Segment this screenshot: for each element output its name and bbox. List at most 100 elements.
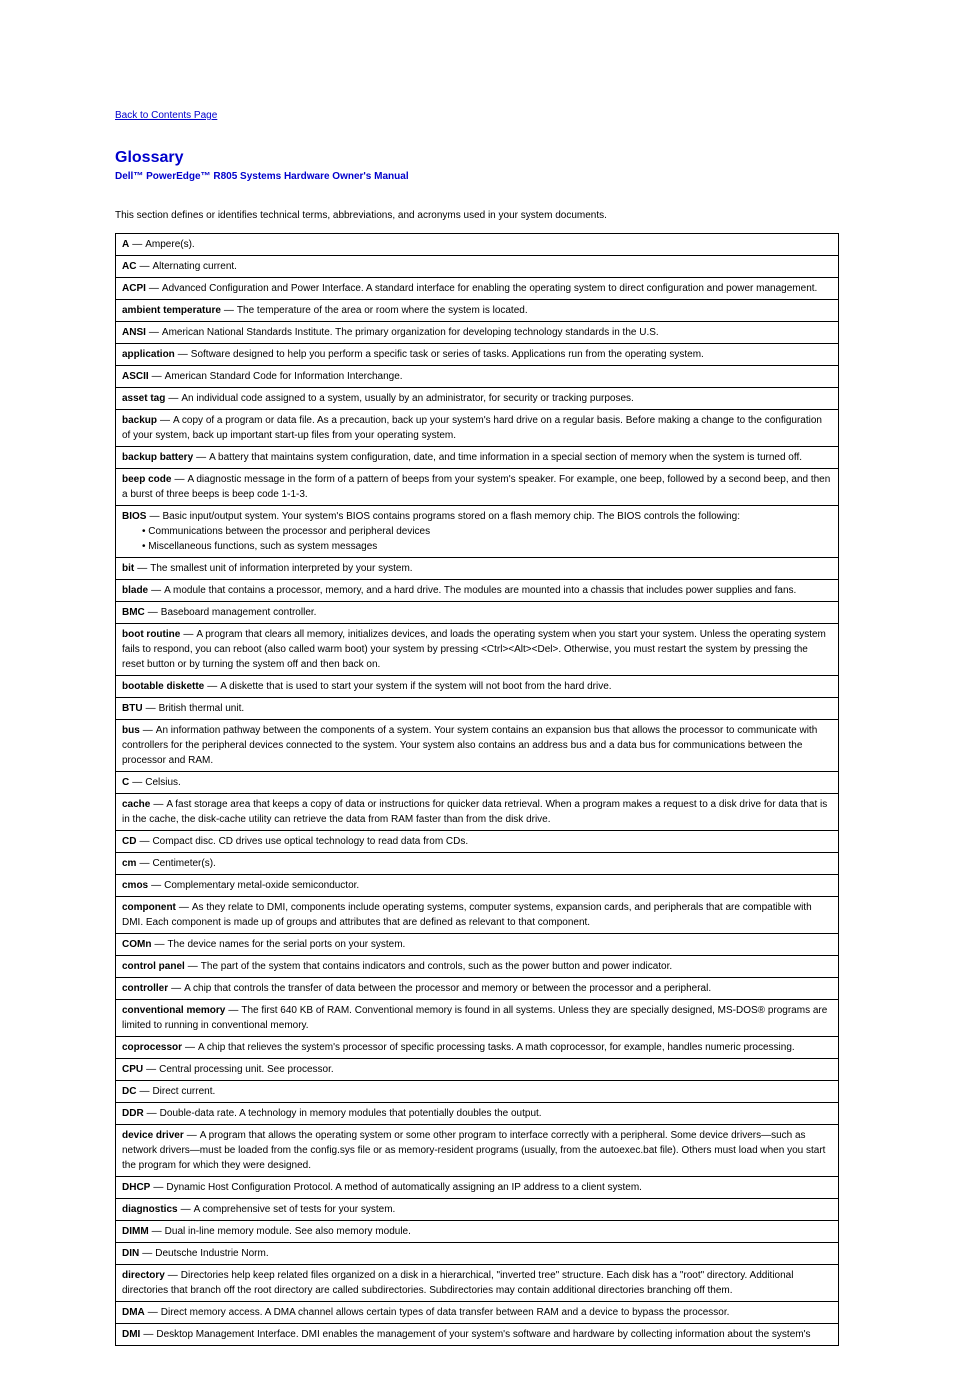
glossary-cell: ANSI — American National Standards Insti…	[116, 322, 839, 344]
dash-separator: —	[146, 325, 162, 340]
glossary-cell: beep code — A diagnostic message in the …	[116, 469, 839, 506]
glossary-row: BIOS — Basic input/output system. Your s…	[116, 506, 839, 558]
glossary-cell: BIOS — Basic input/output system. Your s…	[116, 506, 839, 558]
glossary-cell: DMA — Direct memory access. A DMA channe…	[116, 1302, 839, 1324]
glossary-cell: component — As they relate to DMI, compo…	[116, 897, 839, 934]
dash-separator: —	[140, 1327, 156, 1342]
glossary-row: controller — A chip that controls the tr…	[116, 978, 839, 1000]
dash-separator: —	[193, 450, 209, 465]
glossary-term: coprocessor	[122, 1042, 182, 1053]
glossary-row: DDR — Double-data rate. A technology in …	[116, 1103, 839, 1125]
glossary-cell: DC — Direct current.	[116, 1081, 839, 1103]
glossary-definition: A module that contains a processor, memo…	[164, 585, 796, 596]
glossary-row: bootable diskette — A diskette that is u…	[116, 676, 839, 698]
dash-separator: —	[150, 797, 166, 812]
glossary-cell: cache — A fast storage area that keeps a…	[116, 794, 839, 831]
glossary-term: application	[122, 349, 175, 360]
dash-separator: —	[149, 1224, 165, 1239]
glossary-term: ACPI	[122, 283, 146, 294]
glossary-definition: Complementary metal-oxide semiconductor.	[164, 880, 359, 891]
glossary-term: DMA	[122, 1307, 145, 1318]
glossary-cell: AC — Alternating current.	[116, 256, 839, 278]
glossary-row: cmos — Complementary metal-oxide semicon…	[116, 875, 839, 897]
dash-separator: —	[136, 856, 152, 871]
glossary-term: bootable diskette	[122, 681, 204, 692]
glossary-definition: Central processing unit. See processor.	[159, 1064, 334, 1075]
glossary-definition: A fast storage area that keeps a copy of…	[122, 799, 827, 825]
glossary-definition: Dual in-line memory module. See also mem…	[165, 1226, 411, 1237]
glossary-intro: This section defines or identifies techn…	[115, 210, 839, 221]
glossary-row: BMC — Baseboard management controller.	[116, 602, 839, 624]
glossary-term: asset tag	[122, 393, 165, 404]
glossary-definition: Direct memory access. A DMA channel allo…	[161, 1307, 730, 1318]
glossary-definition: A diagnostic message in the form of a pa…	[122, 474, 830, 500]
glossary-definition: Centimeter(s).	[152, 858, 215, 869]
glossary-term: CPU	[122, 1064, 143, 1075]
glossary-term: control panel	[122, 961, 185, 972]
glossary-cell: cm — Centimeter(s).	[116, 853, 839, 875]
dash-separator: —	[136, 259, 152, 274]
dash-separator: —	[146, 281, 162, 296]
dash-separator: —	[145, 1305, 161, 1320]
glossary-cell: DHCP — Dynamic Host Configuration Protoc…	[116, 1177, 839, 1199]
dash-separator: —	[171, 472, 187, 487]
glossary-cell: backup battery — A battery that maintain…	[116, 447, 839, 469]
glossary-cell: CPU — Central processing unit. See proce…	[116, 1059, 839, 1081]
glossary-term: beep code	[122, 474, 171, 485]
section-heading: Glossary	[115, 149, 839, 167]
glossary-term: DHCP	[122, 1182, 150, 1193]
glossary-definition: Directories help keep related files orga…	[122, 1270, 793, 1296]
glossary-cell: COMn — The device names for the serial p…	[116, 934, 839, 956]
back-to-contents-link[interactable]: Back to Contents Page	[115, 110, 217, 121]
glossary-definition: An information pathway between the compo…	[122, 725, 817, 766]
glossary-row: bit — The smallest unit of information i…	[116, 558, 839, 580]
glossary-cell: A — Ampere(s).	[116, 234, 839, 256]
glossary-definition: Software designed to help you perform a …	[191, 349, 704, 360]
glossary-definition: Baseboard management controller.	[161, 607, 317, 618]
glossary-definition: A program that clears all memory, initia…	[122, 629, 826, 670]
glossary-row: diagnostics — A comprehensive set of tes…	[116, 1199, 839, 1221]
manual-title: Dell™ PowerEdge™ R805 Systems Hardware O…	[115, 171, 839, 182]
glossary-definition: The temperature of the area or room wher…	[237, 305, 528, 316]
glossary-cell: DIMM — Dual in-line memory module. See a…	[116, 1221, 839, 1243]
glossary-definition: Basic input/output system. Your system's…	[162, 511, 740, 522]
glossary-term: conventional memory	[122, 1005, 225, 1016]
glossary-table: A — Ampere(s).AC — Alternating current.A…	[115, 233, 839, 1346]
glossary-row: ambient temperature — The temperature of…	[116, 300, 839, 322]
glossary-row: asset tag — An individual code assigned …	[116, 388, 839, 410]
dash-separator: —	[157, 413, 173, 428]
glossary-definition: American Standard Code for Information I…	[165, 371, 403, 382]
dash-separator: —	[136, 1084, 152, 1099]
glossary-term: BIOS	[122, 511, 146, 522]
dash-separator: —	[149, 369, 165, 384]
glossary-row: ANSI — American National Standards Insti…	[116, 322, 839, 344]
glossary-cell: BMC — Baseboard management controller.	[116, 602, 839, 624]
glossary-definition: The part of the system that contains ind…	[201, 961, 672, 972]
glossary-row: DIN — Deutsche Industrie Norm.	[116, 1243, 839, 1265]
glossary-definition: Desktop Management Interface. DMI enable…	[156, 1329, 810, 1340]
glossary-term: bit	[122, 563, 134, 574]
glossary-row: CD — Compact disc. CD drives use optical…	[116, 831, 839, 853]
glossary-term: controller	[122, 983, 168, 994]
dash-separator: —	[145, 605, 161, 620]
glossary-row: cm — Centimeter(s).	[116, 853, 839, 875]
dash-separator: —	[134, 561, 150, 576]
glossary-row: COMn — The device names for the serial p…	[116, 934, 839, 956]
glossary-cell: ACPI — Advanced Configuration and Power …	[116, 278, 839, 300]
glossary-row: beep code — A diagnostic message in the …	[116, 469, 839, 506]
dash-separator: —	[146, 509, 162, 524]
glossary-term: C	[122, 777, 129, 788]
glossary-extra-line: • Miscellaneous functions, such as syste…	[122, 541, 377, 552]
glossary-cell: directory — Directories help keep relate…	[116, 1265, 839, 1302]
glossary-term: blade	[122, 585, 148, 596]
glossary-definition: The smallest unit of information interpr…	[150, 563, 412, 574]
glossary-definition: An individual code assigned to a system,…	[181, 393, 633, 404]
glossary-definition: A chip that relieves the system's proces…	[198, 1042, 795, 1053]
dash-separator: —	[148, 878, 164, 893]
glossary-term: directory	[122, 1270, 165, 1281]
glossary-term: backup	[122, 415, 157, 426]
glossary-cell: DIN — Deutsche Industrie Norm.	[116, 1243, 839, 1265]
glossary-cell: boot routine — A program that clears all…	[116, 624, 839, 676]
glossary-cell: control panel — The part of the system t…	[116, 956, 839, 978]
glossary-row: backup battery — A battery that maintain…	[116, 447, 839, 469]
